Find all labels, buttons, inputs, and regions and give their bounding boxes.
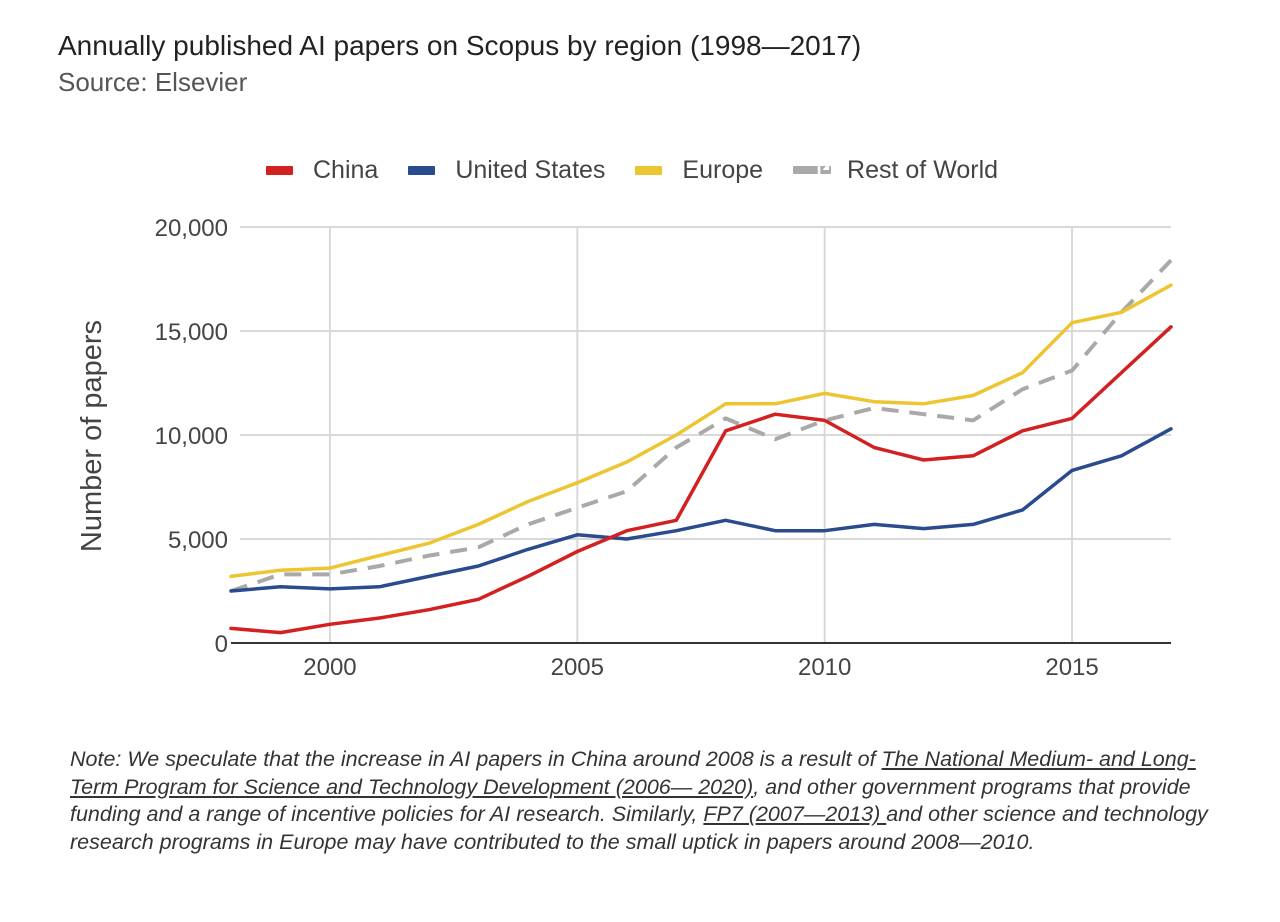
series-line-rest-of-world[interactable]: [230, 258, 1173, 593]
legend-label-china: China: [313, 155, 379, 184]
note-text-3: and other science and technology researc…: [70, 802, 1208, 854]
chart-source: Source: Elsevier: [58, 67, 248, 97]
label-layer: 0 5,000 10,000 15,000 20,000 2000 2005 2010 2015…: [76, 215, 1099, 681]
chart-title: Annually published AI papers on Scopus b…: [58, 30, 862, 61]
legend-item-united-states[interactable]: United States: [408, 156, 605, 185]
x-tick-label: 2015: [1045, 654, 1098, 681]
note-text-2: , and other government programs that pro…: [70, 774, 1191, 827]
line-chart: 0 5,000 10,000 15,000 20,000 2000 2005 2010 2015…: [76, 215, 1173, 681]
y-tick-label: 20,000: [155, 215, 228, 242]
note-text-1: Note: We speculate that the increase in …: [70, 747, 882, 771]
y-axis-label: Number of papers: [76, 320, 108, 552]
legend-item-rest-of-world[interactable]: Rest of World: [793, 156, 998, 185]
series-line-united-states[interactable]: [229, 427, 1173, 593]
legend-swatch-europe: [635, 165, 663, 175]
legend-item-china[interactable]: China: [266, 156, 378, 185]
program-2006-2020-link[interactable]: The National Medium- and Long-Term Progr…: [70, 747, 1196, 799]
y-tick-label: 0: [215, 631, 228, 658]
y-tick-label: 5,000: [168, 527, 228, 554]
y-tick-label: 10,000: [155, 423, 228, 450]
series-line-china[interactable]: [229, 325, 1173, 635]
legend-swatch-united-states: [408, 165, 436, 175]
footnote: Note: We speculate that the increase in …: [70, 746, 1230, 856]
chart-legend: China United States Europe Rest of World: [266, 154, 1028, 186]
fp7-link[interactable]: FP7 (2007—2013): [703, 802, 887, 826]
series-line-europe[interactable]: [229, 283, 1173, 579]
legend-label-europe: Europe: [682, 155, 764, 184]
grid-layer: [240, 226, 1171, 643]
legend-label-rest-of-world: Rest of World: [847, 155, 999, 184]
x-tick-label: 2010: [798, 654, 851, 681]
y-tick-label: 15,000: [155, 319, 228, 346]
x-tick-label: 2000: [303, 654, 356, 681]
legend-item-europe[interactable]: Europe: [635, 156, 763, 185]
series-layer: [229, 258, 1173, 635]
legend-label-united-states: United States: [455, 155, 606, 184]
legend-swatch-china: [266, 165, 293, 175]
legend-swatch-rest-of-world: [793, 166, 832, 174]
x-tick-label: 2005: [551, 654, 604, 681]
